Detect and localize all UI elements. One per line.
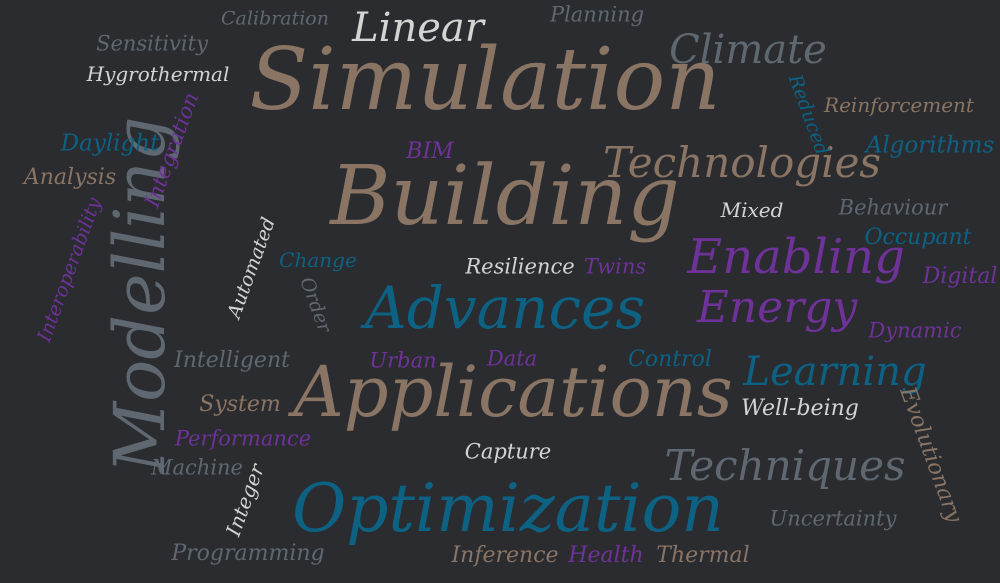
word-sensitivity: Sensitivity — [96, 31, 208, 56]
word-control: Control — [628, 347, 712, 372]
word-twins: Twins — [583, 254, 647, 279]
word-digital: Digital — [922, 264, 998, 289]
word-order: Order — [295, 274, 336, 336]
word-interoperability: Interoperability — [33, 194, 106, 345]
word-uncertainty: Uncertainty — [769, 506, 897, 531]
word-system: System — [199, 392, 281, 417]
word-intelligent: Intelligent — [174, 348, 290, 373]
word-thermal: Thermal — [656, 543, 750, 568]
word-climate: Climate — [669, 27, 827, 73]
word-well-being: Well-being — [741, 396, 859, 421]
word-calibration: Calibration — [221, 7, 329, 30]
word-enabling: Enabling — [687, 229, 905, 285]
word-applications: Applications — [293, 351, 733, 433]
word-optimization: Optimization — [292, 470, 724, 547]
word-technologies: Technologies — [603, 138, 881, 187]
word-mixed: Mixed — [720, 198, 784, 222]
word-performance: Performance — [174, 426, 312, 451]
word-bim: BIM — [406, 139, 454, 164]
word-evolutionary: Evolutionary — [894, 383, 967, 526]
word-data: Data — [486, 346, 538, 371]
word-urban: Urban — [369, 348, 437, 373]
word-analysis: Analysis — [23, 165, 117, 190]
word-simulation: Simulation — [249, 30, 721, 130]
word-techniques: Techniques — [664, 441, 906, 490]
word-resilience: Resilience — [465, 254, 575, 279]
word-hygrothermal: Hygrothermal — [86, 62, 230, 86]
word-advances: Advances — [364, 274, 646, 342]
word-planning: Planning — [549, 2, 645, 27]
word-health: Health — [568, 543, 644, 568]
word-linear: Linear — [352, 5, 484, 51]
word-change: Change — [279, 248, 357, 272]
word-capture: Capture — [464, 439, 552, 464]
word-behaviour: Behaviour — [838, 195, 948, 220]
word-dynamic: Dynamic — [868, 318, 962, 343]
word-inference: Inference — [451, 543, 559, 568]
word-energy: Energy — [696, 282, 858, 333]
word-daylight: Daylight — [60, 130, 160, 157]
word-machine: Machine — [151, 455, 243, 480]
word-occupant: Occupant — [864, 225, 972, 250]
word-building: Building — [330, 149, 680, 244]
word-automated: Automated — [223, 214, 280, 322]
word-programming: Programming — [171, 541, 325, 566]
word-reinforcement: Reinforcement — [824, 93, 974, 117]
word-learning: Learning — [743, 349, 927, 395]
word-algorithms: Algorithms — [865, 132, 995, 159]
